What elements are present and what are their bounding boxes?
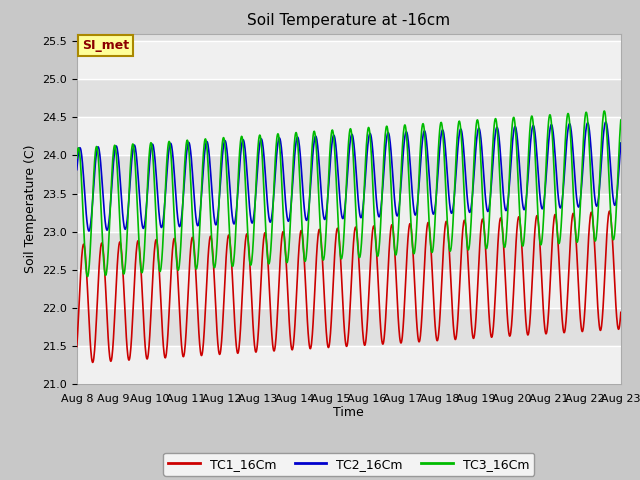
Bar (77, 118, 621, 156)
X-axis label: Time: Time (333, 407, 364, 420)
Y-axis label: Soil Temperature (C): Soil Temperature (C) (24, 144, 36, 273)
Bar (77, 270, 621, 308)
Bar (77, 41, 621, 79)
Bar (77, 346, 621, 384)
Legend: TC1_16Cm, TC2_16Cm, TC3_16Cm: TC1_16Cm, TC2_16Cm, TC3_16Cm (163, 453, 534, 476)
Title: Soil Temperature at -16cm: Soil Temperature at -16cm (247, 13, 451, 28)
Text: SI_met: SI_met (82, 39, 129, 52)
Bar (77, 193, 621, 232)
